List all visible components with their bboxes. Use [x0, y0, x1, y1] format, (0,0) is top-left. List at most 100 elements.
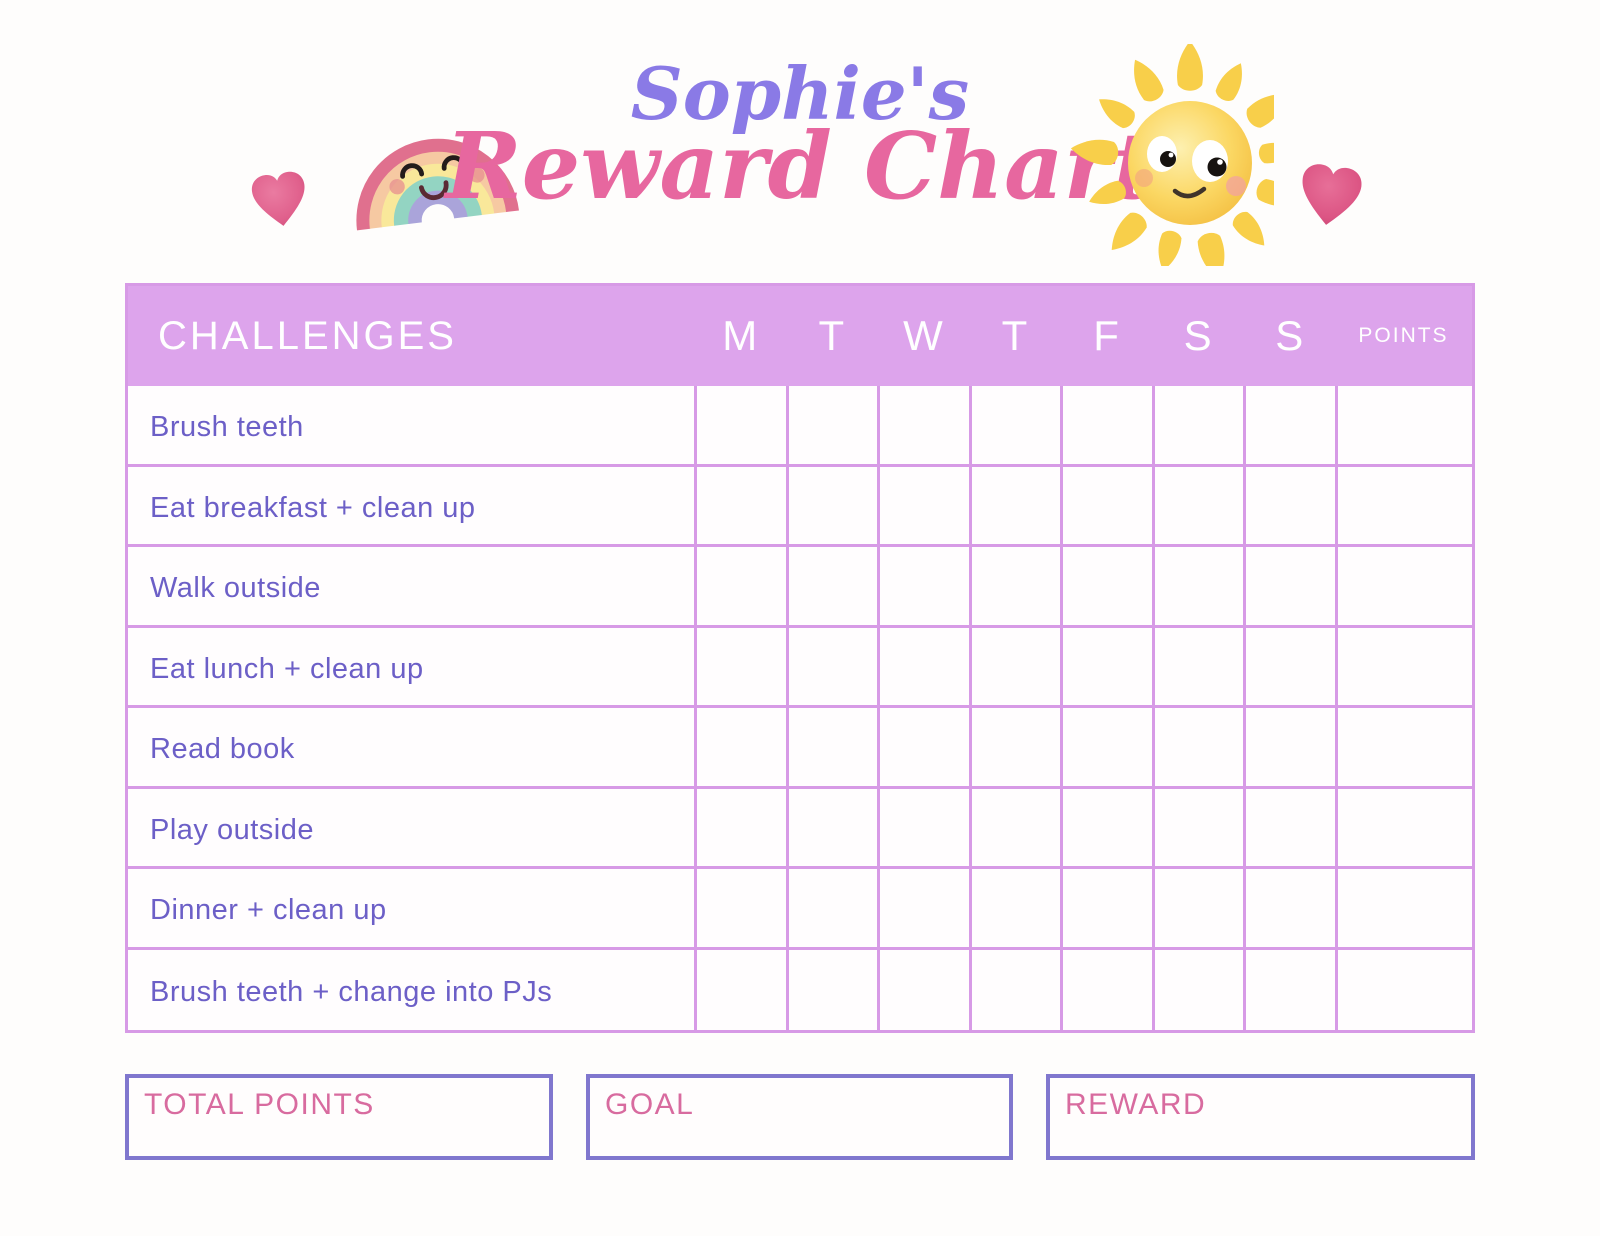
day-cell[interactable]: [877, 788, 969, 869]
day-cell[interactable]: [785, 627, 878, 708]
day-cell[interactable]: [785, 949, 878, 1030]
day-cell[interactable]: [968, 949, 1061, 1030]
cheek-left: [1135, 169, 1153, 187]
day-cell[interactable]: [968, 466, 1061, 547]
day-header-mon: M: [722, 312, 758, 359]
day-cell[interactable]: [694, 386, 786, 467]
day-cell[interactable]: [1151, 547, 1244, 628]
goal-box[interactable]: GOAL: [586, 1074, 1013, 1160]
day-cell[interactable]: [877, 708, 969, 789]
eye-right: [441, 155, 466, 171]
day-cell[interactable]: [1243, 788, 1335, 869]
day-cell[interactable]: [968, 386, 1061, 467]
day-cell[interactable]: [1060, 627, 1152, 708]
day-cell[interactable]: [785, 466, 878, 547]
day-cell[interactable]: [1151, 386, 1244, 467]
day-cell[interactable]: [1060, 708, 1152, 789]
day-cell[interactable]: [1151, 708, 1244, 789]
smile: [1172, 186, 1207, 199]
day-cell[interactable]: [968, 869, 1061, 950]
day-cell[interactable]: [877, 627, 969, 708]
points-cell[interactable]: [1334, 466, 1472, 547]
day-cell[interactable]: [1151, 788, 1244, 869]
points-cell[interactable]: [1334, 708, 1472, 789]
day-cell[interactable]: [1060, 949, 1152, 1030]
table-body: Brush teeth Eat breakfast + clean up Wal…: [128, 386, 1472, 1030]
day-cell[interactable]: [1243, 386, 1335, 467]
day-cell[interactable]: [1243, 708, 1335, 789]
day-cell[interactable]: [1243, 869, 1335, 950]
cheek-right: [1226, 176, 1246, 196]
day-cell[interactable]: [877, 949, 969, 1030]
day-cell[interactable]: [1060, 788, 1152, 869]
day-header-sun: S: [1275, 312, 1304, 359]
day-cell[interactable]: [694, 627, 786, 708]
day-cell[interactable]: [785, 708, 878, 789]
day-cell[interactable]: [1060, 466, 1152, 547]
challenge-label: Eat breakfast + clean up: [128, 467, 694, 547]
day-cell[interactable]: [877, 547, 969, 628]
day-cell[interactable]: [968, 547, 1061, 628]
points-cell[interactable]: [1334, 386, 1472, 467]
challenge-label: Walk outside: [128, 547, 694, 628]
points-cell[interactable]: [1334, 869, 1472, 950]
total-points-box[interactable]: TOTAL POINTS: [125, 1074, 553, 1160]
day-header-wed: W: [903, 312, 943, 359]
day-header-fri: F: [1093, 312, 1119, 359]
challenge-label-text: Play outside: [150, 813, 314, 846]
day-cell[interactable]: [1151, 869, 1244, 950]
challenge-label: Dinner + clean up: [128, 869, 694, 950]
challenge-label-text: Eat lunch + clean up: [150, 652, 424, 685]
day-cell[interactable]: [694, 708, 786, 789]
day-cell[interactable]: [877, 869, 969, 950]
day-cell[interactable]: [1060, 869, 1152, 950]
day-cell[interactable]: [1243, 547, 1335, 628]
day-cell[interactable]: [1151, 627, 1244, 708]
day-cell[interactable]: [1151, 466, 1244, 547]
day-cell[interactable]: [694, 788, 786, 869]
cheek-right: [469, 167, 485, 183]
sun-smiley-icon: [1069, 44, 1274, 266]
challenge-label-text: Eat breakfast + clean up: [150, 491, 476, 524]
day-cell[interactable]: [694, 547, 786, 628]
day-cell[interactable]: [1151, 949, 1244, 1030]
day-cell[interactable]: [877, 466, 969, 547]
smile: [419, 180, 449, 201]
points-cell[interactable]: [1334, 627, 1472, 708]
points-cell[interactable]: [1334, 949, 1472, 1030]
day-cell[interactable]: [1243, 627, 1335, 708]
day-cell[interactable]: [1060, 547, 1152, 628]
day-header-sat: S: [1183, 312, 1212, 359]
day-cell[interactable]: [1243, 466, 1335, 547]
day-cell[interactable]: [785, 788, 878, 869]
cheek-left: [389, 179, 405, 195]
day-cell[interactable]: [785, 869, 878, 950]
day-cell[interactable]: [877, 386, 969, 467]
challenge-label: Eat lunch + clean up: [128, 628, 694, 708]
title-name: Sophie's: [630, 51, 970, 136]
day-cell[interactable]: [785, 386, 878, 467]
day-cell[interactable]: [1060, 386, 1152, 467]
heart-icon: [251, 171, 305, 226]
day-cell[interactable]: [694, 869, 786, 950]
heart-icon: [1302, 164, 1362, 225]
points-cell[interactable]: [1334, 547, 1472, 628]
table-header-row: CHALLENGES M T W T F S S POINTS: [128, 286, 1472, 386]
points-cell[interactable]: [1334, 788, 1472, 869]
challenge-label: Brush teeth: [128, 386, 694, 467]
day-cell[interactable]: [968, 627, 1061, 708]
challenge-label: Brush teeth + change into PJs: [128, 950, 694, 1031]
page-title: Sophie's Reward Chart: [0, 56, 1600, 212]
challenge-label: Read book: [128, 708, 694, 789]
reward-label: REWARD: [1065, 1088, 1207, 1121]
day-cell[interactable]: [968, 708, 1061, 789]
day-cell[interactable]: [694, 466, 786, 547]
day-header-thu: T: [1001, 312, 1028, 359]
day-cell[interactable]: [1243, 949, 1335, 1030]
day-cell[interactable]: [968, 788, 1061, 869]
day-cell[interactable]: [694, 949, 786, 1030]
title-subtitle: Reward Chart: [445, 111, 1155, 220]
reward-box[interactable]: REWARD: [1046, 1074, 1475, 1160]
day-cell[interactable]: [785, 547, 878, 628]
